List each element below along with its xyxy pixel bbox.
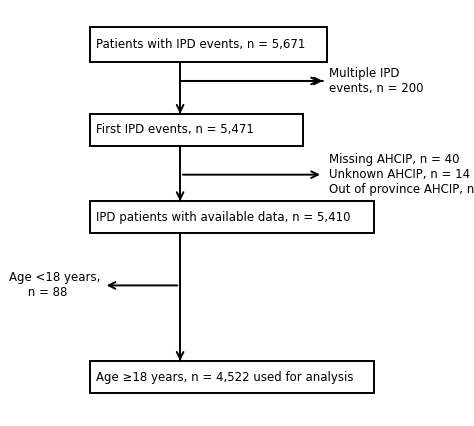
- Text: First IPD events, n = 5,471: First IPD events, n = 5,471: [96, 124, 254, 136]
- FancyBboxPatch shape: [90, 114, 303, 146]
- Text: Missing AHCIP, n = 40
Unknown AHCIP, n = 14
Out of province AHCIP, n = 7: Missing AHCIP, n = 40 Unknown AHCIP, n =…: [329, 153, 474, 196]
- FancyBboxPatch shape: [90, 27, 327, 62]
- Text: Patients with IPD events, n = 5,671: Patients with IPD events, n = 5,671: [96, 38, 305, 51]
- Text: Age ≥18 years, n = 4,522 used for analysis: Age ≥18 years, n = 4,522 used for analys…: [96, 371, 353, 383]
- FancyBboxPatch shape: [90, 201, 374, 233]
- FancyBboxPatch shape: [90, 361, 374, 393]
- Text: Multiple IPD
events, n = 200: Multiple IPD events, n = 200: [329, 67, 424, 95]
- Text: IPD patients with available data, n = 5,410: IPD patients with available data, n = 5,…: [96, 211, 350, 224]
- Text: Age <18 years,
     n = 88: Age <18 years, n = 88: [9, 271, 101, 299]
